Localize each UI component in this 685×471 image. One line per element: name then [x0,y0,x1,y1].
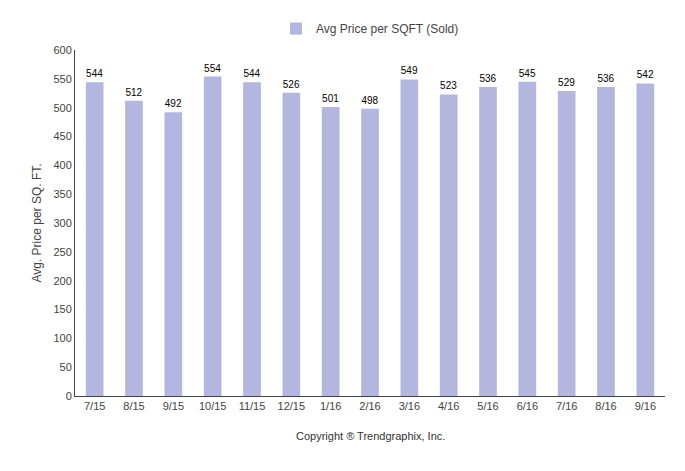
svg-text:600: 600 [53,44,71,56]
svg-text:529: 529 [558,77,575,88]
svg-text:400: 400 [53,159,71,171]
svg-text:9/15: 9/15 [163,400,184,412]
svg-text:492: 492 [165,98,182,109]
svg-text:544: 544 [243,68,260,79]
svg-text:9/16: 9/16 [635,400,656,412]
svg-text:Avg. Price per SQ. FT.: Avg. Price per SQ. FT. [30,163,44,282]
svg-text:Avg Price per SQFT (Sold): Avg Price per SQFT (Sold) [316,22,458,36]
svg-text:501: 501 [322,93,339,104]
svg-text:300: 300 [53,217,71,229]
svg-text:Copyright ® Trendgraphix, Inc.: Copyright ® Trendgraphix, Inc. [296,430,445,442]
svg-text:549: 549 [401,65,418,76]
svg-text:50: 50 [60,361,72,373]
svg-text:450: 450 [53,130,71,142]
svg-text:523: 523 [440,80,457,91]
svg-text:545: 545 [519,68,536,79]
svg-text:512: 512 [125,87,142,98]
svg-text:0: 0 [66,390,72,402]
svg-text:2/16: 2/16 [359,400,380,412]
svg-text:10/15: 10/15 [199,400,227,412]
svg-text:250: 250 [53,246,71,258]
svg-text:200: 200 [53,275,71,287]
svg-text:12/15: 12/15 [278,400,306,412]
svg-text:500: 500 [53,102,71,114]
svg-text:554: 554 [204,63,221,74]
svg-text:1/16: 1/16 [320,400,341,412]
svg-text:498: 498 [361,95,378,106]
svg-text:536: 536 [597,73,614,84]
svg-text:3/16: 3/16 [399,400,420,412]
svg-text:4/16: 4/16 [438,400,459,412]
svg-text:350: 350 [53,188,71,200]
svg-text:11/15: 11/15 [239,400,266,412]
svg-text:544: 544 [86,68,103,79]
svg-text:5/16: 5/16 [477,400,498,412]
svg-text:8/15: 8/15 [123,400,144,412]
svg-text:550: 550 [53,73,71,85]
svg-text:542: 542 [637,69,654,80]
svg-text:7/15: 7/15 [84,400,105,412]
svg-text:536: 536 [479,73,496,84]
svg-text:7/16: 7/16 [556,400,577,412]
svg-text:8/16: 8/16 [595,400,616,412]
svg-text:100: 100 [53,332,71,344]
svg-text:150: 150 [53,303,71,315]
svg-text:526: 526 [283,79,300,90]
svg-text:6/16: 6/16 [517,400,538,412]
